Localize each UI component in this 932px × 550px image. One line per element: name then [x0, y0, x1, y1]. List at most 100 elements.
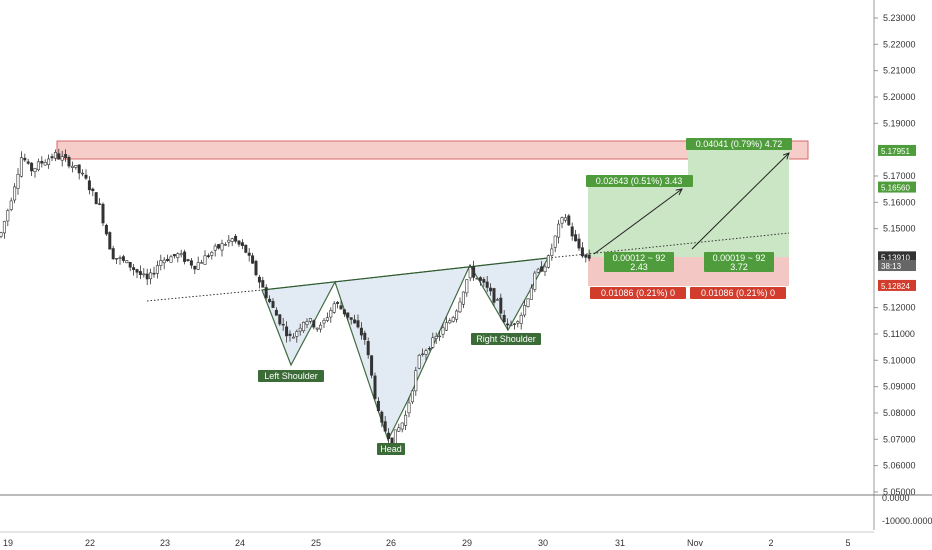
candle-body — [312, 320, 316, 328]
candle-body — [492, 288, 496, 303]
x-tick-label: 31 — [615, 538, 625, 548]
candle-body — [512, 323, 516, 325]
resistance-zone[interactable] — [56, 140, 809, 160]
x-tick-label: 29 — [462, 538, 472, 548]
target-label-2: 0.04041 (0.79%) 4.72 — [686, 138, 792, 150]
price-tag-label: 5.12824 — [881, 282, 910, 291]
x-tick-label: 24 — [235, 538, 245, 548]
candle-body — [60, 156, 64, 161]
candle-body — [441, 327, 445, 335]
candle-body — [155, 265, 159, 274]
neckline[interactable] — [261, 257, 549, 291]
target-arrow-1[interactable] — [593, 189, 682, 255]
y-tick-label: 5.08000 — [883, 408, 916, 418]
candle-body — [529, 287, 533, 300]
svg-text:0.01086 (0.21%) 0: 0.01086 (0.21%) 0 — [601, 288, 675, 298]
candle-body — [465, 279, 469, 294]
candle-body — [285, 326, 289, 337]
price-tag-bg — [878, 144, 916, 156]
x-tick-label: 22 — [85, 538, 95, 548]
time-axis[interactable]: 19 22 23 24 25 26 29 30 31 Nov 2 5 — [3, 538, 851, 548]
candle-body — [387, 432, 391, 439]
indicator-tick-1: -10000.0000 — [882, 516, 932, 526]
candle-body — [247, 252, 251, 256]
candle-body — [254, 260, 258, 276]
candle-body — [240, 242, 244, 246]
mid-label-1: 0.00012 ~ 92 2.43 — [604, 252, 674, 272]
candle-body — [414, 370, 418, 392]
target-arrow-2[interactable] — [691, 153, 789, 250]
x-tick-label: 26 — [386, 538, 396, 548]
candle-body — [363, 332, 367, 340]
candle-body — [322, 320, 326, 324]
candle-body — [553, 235, 557, 248]
candle-body — [111, 248, 115, 260]
candle-body — [169, 256, 173, 263]
candle-body — [189, 260, 193, 266]
candle-body — [2, 221, 6, 234]
price-axis[interactable]: 5.23000 5.22000 5.21000 5.20000 5.19000 5.170… — [874, 13, 916, 497]
candle-body — [546, 255, 550, 268]
candle-body — [557, 223, 561, 238]
neckline-extension — [146, 289, 263, 302]
price-tag-bg — [878, 260, 916, 272]
candle-body — [210, 251, 214, 256]
candle-body — [108, 232, 112, 250]
candle-body — [142, 273, 146, 276]
candle-body — [278, 314, 282, 325]
candle-body — [128, 261, 132, 268]
candle-body — [98, 203, 102, 205]
candle-body — [404, 414, 408, 426]
candle-body — [203, 255, 207, 265]
candle-body — [308, 318, 312, 322]
candle-body — [91, 188, 95, 192]
candle-body — [104, 224, 108, 235]
candle-body — [70, 165, 74, 168]
candle-body — [159, 260, 163, 266]
candle-body — [145, 273, 149, 280]
candle-body — [584, 254, 588, 258]
x-tick-label: 5 — [845, 538, 850, 548]
candle-body — [227, 239, 231, 243]
candle-body — [574, 234, 578, 242]
candle-body — [261, 280, 265, 288]
candle-body — [186, 259, 190, 261]
candle-body — [356, 320, 360, 328]
candle-body — [502, 315, 506, 323]
candle-body — [410, 390, 414, 403]
candle-body — [176, 253, 180, 258]
candle-body — [580, 247, 584, 257]
candle-body — [567, 215, 571, 226]
svg-text:2.43: 2.43 — [630, 262, 648, 272]
y-tick-label: 5.10000 — [883, 355, 916, 365]
candle-body — [179, 253, 183, 256]
candle-body — [162, 259, 166, 264]
candle-body — [19, 157, 23, 177]
candle-body — [166, 258, 170, 262]
svg-text:Left Shoulder: Left Shoulder — [264, 371, 318, 381]
candle-body — [200, 262, 204, 264]
profit-zone-2[interactable] — [688, 141, 789, 257]
profit-zone-1[interactable] — [588, 176, 688, 257]
candle-body — [563, 217, 567, 221]
right-shoulder-label: Right Shoulder — [471, 333, 541, 345]
candle-body — [400, 422, 404, 430]
candle-body — [370, 355, 374, 376]
candle-body — [43, 161, 47, 166]
candle-body — [543, 266, 547, 273]
candle-body — [319, 324, 323, 330]
candle-body — [506, 323, 510, 326]
candle-body — [94, 192, 98, 205]
candle-body — [0, 232, 3, 237]
candle-body — [234, 235, 238, 242]
candle-body — [223, 244, 227, 246]
x-tick-label: 23 — [160, 538, 170, 548]
candle-body — [50, 156, 54, 159]
candle-body — [77, 164, 81, 174]
candle-body — [40, 160, 44, 164]
candle-body — [390, 437, 394, 444]
candle-body — [366, 341, 370, 356]
candle-body — [132, 267, 136, 270]
candle-body — [329, 309, 333, 318]
